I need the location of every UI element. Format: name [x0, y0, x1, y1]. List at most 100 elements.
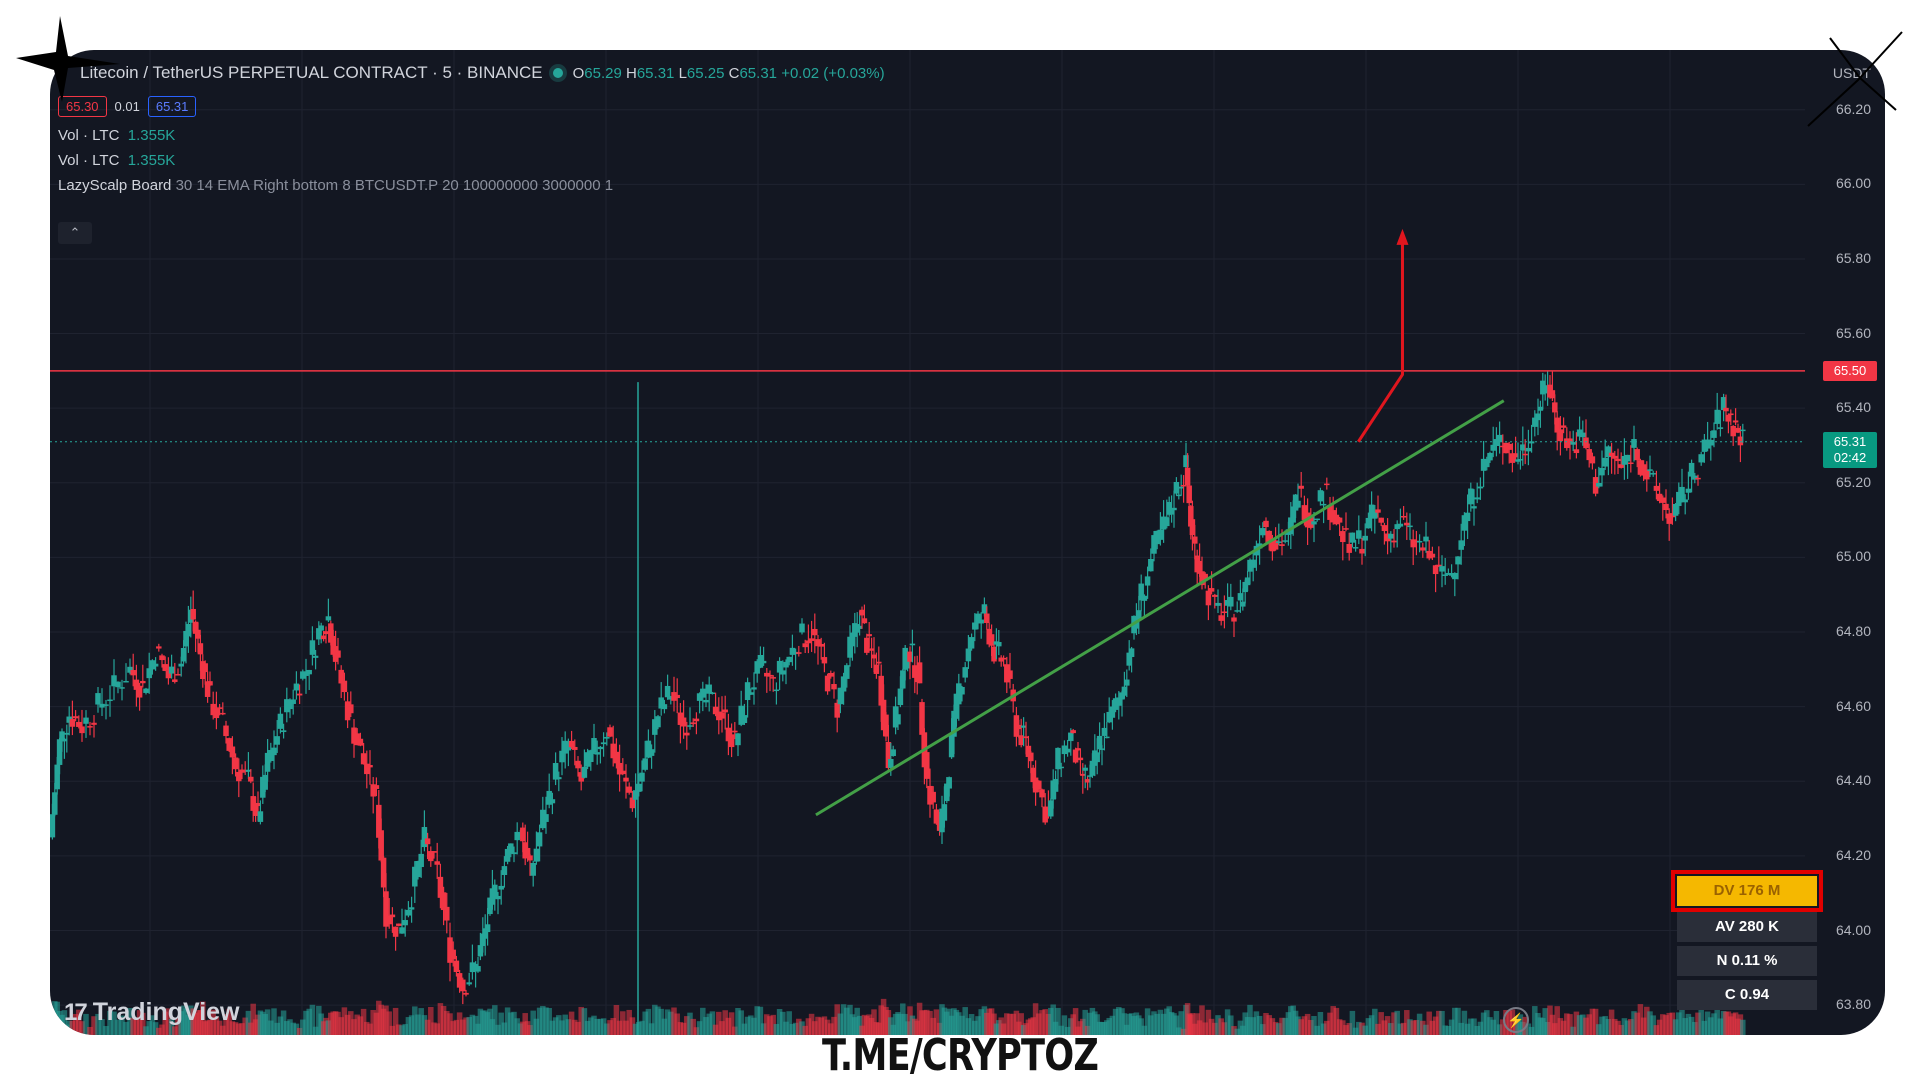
tradingview-logo: 17 TradingView	[64, 998, 240, 1026]
candle-body	[722, 709, 728, 713]
candle-body	[159, 655, 165, 661]
volume-bar	[1458, 1022, 1464, 1035]
candle-body	[202, 663, 208, 673]
candle-body	[236, 771, 242, 782]
candle-body	[1208, 588, 1215, 592]
price-tick-label[interactable]: 65.40	[1835, 399, 1871, 416]
indicator-volume-2[interactable]: Vol · LTC 1.355K	[58, 152, 176, 169]
volume-bar	[1669, 1012, 1676, 1035]
price-tick-label[interactable]: 65.80	[1835, 249, 1871, 266]
candle-body	[107, 699, 113, 702]
volume-bar	[1253, 1011, 1260, 1035]
volume-bar	[962, 1007, 968, 1035]
candle-body	[895, 714, 901, 725]
resistance-price-tag[interactable]: 65.50	[1823, 360, 1877, 381]
volume-bar	[1247, 1004, 1253, 1035]
candle-body	[290, 699, 296, 704]
candle-body	[111, 675, 117, 687]
buy-sell-row: 65.30 0.01 65.31	[58, 96, 197, 117]
candle-body	[1016, 724, 1022, 730]
candle-body	[1087, 775, 1093, 777]
sell-button[interactable]: 65.30	[58, 96, 107, 117]
candle-body	[642, 758, 648, 770]
volume-bar	[802, 1025, 808, 1035]
volume-bar	[396, 1024, 402, 1035]
price-tick-label[interactable]: 64.60	[1835, 697, 1871, 714]
candle-body	[1317, 490, 1324, 502]
price-tick-label[interactable]: 65.00	[1835, 548, 1871, 565]
volume-bar	[812, 1021, 818, 1035]
candle-body	[487, 897, 493, 915]
volume-bar	[309, 1004, 316, 1035]
volume-bar	[424, 1019, 431, 1035]
candle-body	[66, 716, 72, 723]
candle-body	[904, 660, 911, 669]
candle-body	[584, 752, 591, 767]
candle-body	[1612, 455, 1618, 459]
lightning-icon[interactable]: ⚡	[1503, 1007, 1529, 1033]
price-tick-label[interactable]: 65.60	[1835, 324, 1871, 341]
price-tick-label[interactable]: 66.20	[1835, 100, 1871, 117]
indicator-volume-1[interactable]: Vol · LTC 1.355K	[58, 127, 176, 144]
volume-bar	[200, 1001, 206, 1035]
candle-body	[597, 746, 604, 750]
candle-body	[1340, 531, 1346, 543]
candle-body	[632, 790, 639, 800]
volume-bar	[1010, 1013, 1016, 1035]
price-tick-label[interactable]: 66.00	[1835, 175, 1871, 192]
volume-bar	[1432, 1016, 1439, 1035]
candle-body	[152, 663, 159, 667]
candle-body	[712, 706, 719, 715]
candle-body	[504, 848, 511, 862]
price-tick-label[interactable]: 64.00	[1835, 921, 1871, 938]
watermark: T.ME/CRYPTOZ	[821, 1030, 1099, 1081]
buy-button[interactable]: 65.31	[147, 96, 197, 117]
price-tick-label[interactable]: 65.20	[1835, 473, 1871, 490]
candle-body	[792, 651, 799, 655]
candle-body	[402, 920, 408, 926]
price-tick-label[interactable]: 64.80	[1835, 623, 1871, 640]
price-chart[interactable]	[50, 50, 1885, 1035]
candle-body	[834, 702, 840, 718]
candle-body	[549, 799, 556, 804]
candle-body	[257, 811, 264, 822]
volume-bar	[588, 1017, 594, 1035]
volume-bar	[1327, 1012, 1333, 1035]
candle-body	[1676, 491, 1682, 507]
price-tick-label[interactable]: 64.20	[1835, 846, 1871, 863]
candle-body	[786, 656, 792, 663]
volume-bar	[133, 1018, 140, 1035]
candle-body	[1256, 543, 1263, 549]
candle-body	[1596, 482, 1602, 487]
current-price-tag[interactable]: 65.31 02:42	[1823, 431, 1877, 468]
volume-bar	[1525, 1023, 1532, 1035]
candle-body	[1493, 439, 1500, 447]
candle-body	[1618, 464, 1624, 468]
volume-bar	[229, 1021, 236, 1035]
volume-bar	[341, 1007, 348, 1035]
volume-bar	[1018, 1013, 1024, 1035]
symbol-title[interactable]: Litecoin / TetherUS PERPETUAL CONTRACT ·…	[80, 63, 543, 82]
volume-bar	[1464, 1023, 1471, 1035]
candle-body	[1737, 436, 1744, 446]
volume-bar	[648, 1023, 655, 1035]
volume-bar	[815, 1016, 821, 1035]
candle-body	[1058, 766, 1064, 769]
candle-body	[1520, 444, 1526, 451]
candle-body	[658, 697, 664, 709]
volume-bar	[303, 1010, 309, 1035]
price-tick-label[interactable]: 64.40	[1835, 772, 1871, 789]
volume-bar	[1050, 1004, 1056, 1035]
volume-bar	[696, 1021, 703, 1035]
candle-body	[76, 721, 82, 727]
candle-body	[1679, 486, 1685, 500]
candle-body	[1042, 806, 1048, 823]
candle-body	[1525, 447, 1532, 452]
candle-body	[1196, 560, 1203, 574]
volume-bar	[274, 1022, 280, 1035]
price-tick-label[interactable]: 63.80	[1835, 996, 1871, 1013]
volume-bar	[1138, 1018, 1144, 1035]
volume-bar	[837, 1013, 844, 1035]
chevron-up-icon[interactable]: ⌃	[58, 222, 92, 244]
indicator-lazyscalp[interactable]: LazyScalp Board 30 14 EMA Right bottom 8…	[58, 177, 614, 194]
